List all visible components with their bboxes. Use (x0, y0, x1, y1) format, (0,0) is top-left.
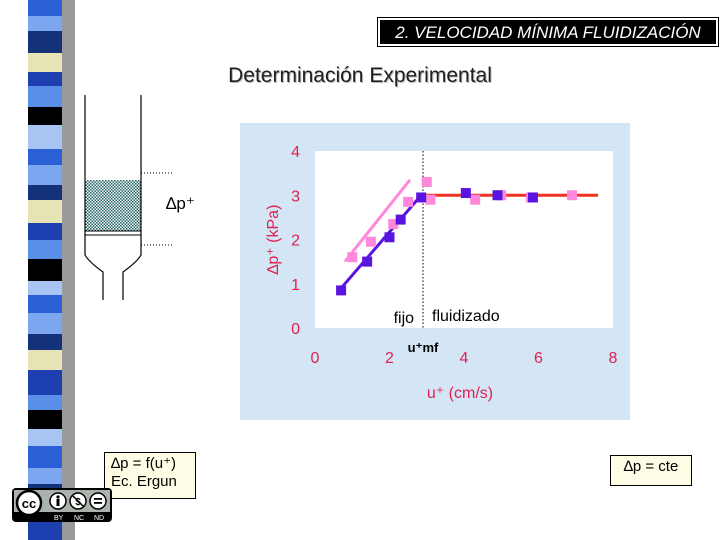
stripe-block (28, 429, 62, 446)
stripe-block (28, 53, 62, 72)
stripe-block (28, 295, 62, 313)
stripe-block (28, 16, 62, 31)
stripe-block (28, 281, 62, 295)
slide-subtitle: Determinación Experimental (228, 64, 492, 87)
fixed-bed-note-line2: Ec. Ergun (111, 473, 177, 490)
plot-area (315, 151, 613, 328)
x-tick-label: 2 (385, 350, 394, 367)
svg-text:$: $ (75, 497, 81, 508)
data-point (460, 188, 471, 199)
data-point (384, 232, 395, 243)
data-point (416, 192, 427, 203)
stripe-block (28, 185, 62, 200)
stripe-edge (26, 0, 28, 540)
trend-line (339, 194, 423, 290)
decorative-stripe (26, 0, 75, 540)
data-point (347, 252, 358, 263)
stripe-block (28, 125, 62, 149)
stripe-block (28, 165, 62, 185)
bed-vessel-diagram (84, 95, 173, 300)
x-tick-label: 0 (311, 350, 320, 367)
x-tick-label: 4 (460, 350, 469, 367)
data-point (425, 194, 436, 205)
vessel-outline (84, 95, 142, 300)
data-point (388, 219, 399, 230)
y-tick-label: 1 (291, 277, 300, 294)
stripe-block (28, 31, 62, 53)
nd-icon (89, 492, 107, 510)
stripe-block (28, 149, 62, 165)
data-point (492, 190, 503, 201)
stripe-block (28, 468, 62, 484)
data-point (395, 214, 406, 225)
stripe-shadow (62, 0, 75, 540)
umf-label: u⁺mf (408, 340, 439, 355)
stripe-block (28, 334, 62, 350)
data-point (421, 176, 432, 187)
stripe-block (28, 395, 62, 410)
x-tick-label: 6 (534, 350, 543, 367)
license-by-label: BY (54, 515, 64, 522)
data-point (362, 256, 373, 267)
fixed-bed-note: ∆p = f(u⁺) Ec. Ergun (104, 452, 196, 499)
x-tick-label: 8 (609, 350, 618, 367)
data-point (365, 236, 376, 247)
region-label-fixed: fijo (394, 310, 415, 327)
stripe-block (28, 446, 62, 468)
license-nd-label: ND (94, 515, 104, 522)
data-point (403, 196, 414, 207)
region-label-fluidized: fluidizado (432, 308, 500, 325)
fluidized-note: ∆p = cte (610, 455, 692, 486)
fixed-bed-note-line1: ∆p = f(u⁺) (111, 455, 177, 472)
x-axis-label: u⁺ (cm/s) (427, 385, 493, 402)
data-point (470, 194, 481, 205)
stripe-block (28, 223, 62, 240)
data-point (336, 285, 347, 296)
stripe-block (28, 200, 62, 223)
chart: 0 1 2 3 4 0 2 4 6 8 ∆p⁺ (kPa) u⁺ (cm/s) u⁺mf fijo flui… (265, 144, 618, 402)
stripe-block (28, 240, 62, 259)
y-tick-label: 4 (291, 144, 300, 161)
y-tick-label: 2 (291, 233, 300, 250)
y-axis-label: ∆p⁺ (kPa) (265, 205, 282, 275)
y-tick-label: 0 (291, 321, 300, 338)
slide-title: 2. VELOCIDAD MÍNIMA FLUIDIZACIÓN (377, 17, 719, 47)
license-nc-label: NC (74, 515, 84, 522)
stripe-block (28, 259, 62, 281)
stripe-block (28, 350, 62, 370)
stripe-block (28, 86, 62, 107)
stripe-block (28, 370, 62, 395)
stripe-block (28, 410, 62, 429)
y-tick-label: 3 (291, 188, 300, 205)
packed-bed (85, 180, 141, 231)
stripe-block (28, 521, 62, 540)
trend-line (343, 178, 412, 263)
stripe-block (28, 0, 62, 16)
svg-text:cc: cc (22, 496, 36, 511)
data-point (567, 190, 578, 201)
creative-commons-badge: cc $ BY NC ND (12, 488, 112, 522)
stripe-block (28, 107, 62, 125)
stripe-block (28, 72, 62, 86)
stripe-block (28, 313, 62, 334)
pressure-drop-label: ∆p⁺ (166, 194, 195, 213)
cc-icon (15, 489, 43, 517)
data-point (527, 192, 538, 203)
